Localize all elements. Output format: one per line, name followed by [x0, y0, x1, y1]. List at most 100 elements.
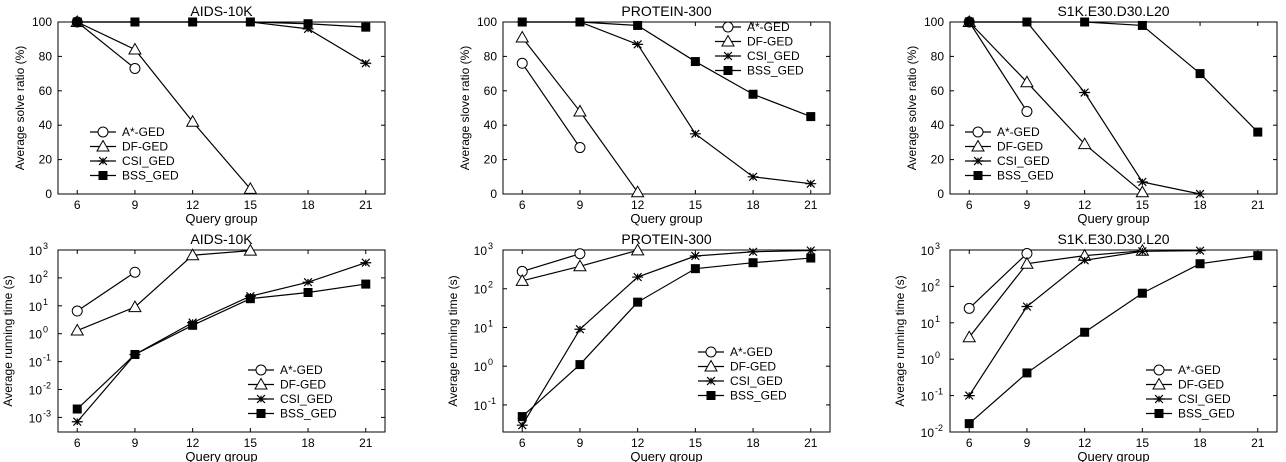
legend-label: CSI_GED [730, 374, 783, 388]
y-tick-exponent: 1 [43, 297, 48, 307]
square-marker [1154, 409, 1164, 418]
asterisk-marker [1194, 246, 1206, 255]
asterisk-marker [632, 40, 644, 49]
x-tick-label: 9 [577, 198, 584, 212]
square-marker [1253, 251, 1263, 261]
square-marker [748, 258, 758, 268]
triangle-marker [1135, 185, 1150, 198]
triangle-marker [254, 377, 268, 390]
asterisk-marker [747, 172, 759, 182]
y-tick-label: 10 [921, 280, 935, 294]
circle-marker [972, 126, 984, 138]
triangle-marker [962, 330, 977, 343]
y-tick-exponent: 1 [935, 314, 940, 324]
plot-frame [502, 249, 831, 433]
legend-label: DF-GED [1178, 378, 1224, 392]
circle-marker [705, 346, 717, 358]
triangle-marker [721, 34, 735, 47]
series-aged [963, 248, 1033, 314]
y-tick-label: 0 [45, 187, 52, 201]
series-aged [516, 248, 586, 277]
y-tick-exponent: -1 [43, 353, 51, 363]
circle-marker [129, 266, 141, 278]
y-tick-exponent: 0 [935, 350, 940, 360]
y-tick-label: 100 [32, 15, 52, 29]
x-tick-label: 12 [1078, 198, 1092, 212]
y-tick-label: 80 [931, 49, 945, 63]
x-axis-label: Query group [185, 449, 257, 462]
square-marker [188, 320, 198, 330]
triangle-marker [630, 243, 645, 256]
series-csiged [516, 246, 817, 430]
square-marker [723, 66, 733, 75]
asterisk-marker [97, 156, 109, 166]
legend-label: BSS_GED [997, 169, 1054, 183]
series-line [522, 21, 811, 118]
square-marker [303, 287, 313, 297]
series-line [76, 21, 251, 190]
triangle-marker [128, 42, 142, 55]
x-tick-label: 6 [519, 198, 526, 212]
square-marker [72, 17, 82, 27]
y-axis-label: Average solve ratio (%) [905, 46, 919, 171]
x-tick-label: 18 [746, 198, 760, 212]
x-tick-label: 21 [359, 198, 373, 212]
y-tick-exponent: 2 [43, 269, 48, 279]
triangle-marker [185, 248, 200, 261]
triangle-marker [1077, 137, 1092, 150]
square-marker [1195, 69, 1205, 79]
asterisk-marker [1079, 88, 1091, 97]
y-tick-label: 10 [474, 244, 488, 258]
x-tick-label: 18 [1193, 436, 1207, 450]
x-tick-label: 12 [186, 436, 200, 450]
legend-label: BSS_GED [747, 64, 804, 78]
series-aged [963, 16, 1033, 117]
x-tick-label: 12 [1078, 436, 1092, 450]
chart-panel-3: S1K.E30.D30.L20 6 9 12 15 18 21 0 20 40 60 80 100 Que… [905, 3, 1278, 226]
plot-frame [949, 249, 1278, 433]
circle-marker [574, 248, 586, 260]
series-dfged [962, 243, 1150, 343]
series-line [77, 21, 366, 28]
y-tick-label: 10 [474, 283, 488, 297]
square-marker [748, 89, 758, 99]
series-dfged [515, 243, 645, 286]
x-tick-label: 12 [631, 436, 645, 450]
series-aged [71, 266, 141, 317]
square-marker [575, 17, 585, 27]
asterisk-marker [722, 51, 734, 61]
chart-title: S1K.E30.D30.L20 [1057, 3, 1169, 19]
series-bssged [964, 251, 1263, 429]
triangle-marker [630, 185, 645, 198]
triangle-marker [573, 104, 587, 117]
x-axis-label: Query group [1077, 449, 1149, 462]
x-tick-label: 9 [1024, 436, 1031, 450]
series-line [968, 253, 1028, 309]
square-marker [964, 419, 974, 429]
triangle-marker [70, 323, 85, 336]
y-tick-label: 10 [474, 321, 488, 335]
y-tick-exponent: 3 [43, 241, 48, 251]
series-line [521, 249, 811, 426]
asterisk-marker [1153, 394, 1165, 404]
y-tick-label: 10 [29, 300, 43, 314]
square-marker [706, 391, 716, 400]
x-axis-label: Query group [630, 449, 702, 462]
series-line [521, 257, 811, 418]
y-tick-label: 80 [484, 49, 498, 63]
x-tick-label: 9 [577, 436, 584, 450]
y-tick-label: 60 [931, 84, 945, 98]
chart-title: PROTEIN-300 [621, 3, 711, 19]
asterisk-marker [747, 247, 759, 257]
triangle-marker [573, 259, 587, 272]
square-marker [806, 112, 816, 122]
circle-marker [255, 364, 267, 376]
series-line [521, 62, 581, 148]
asterisk-marker [805, 179, 817, 188]
triangle-marker [243, 181, 258, 194]
chart-panel-1: AIDS-10K 6 9 12 15 18 21 0 20 40 60 80 100 Query grou… [13, 3, 386, 226]
square-marker [1022, 17, 1032, 27]
asterisk-marker [302, 277, 314, 287]
square-marker [517, 17, 527, 27]
x-tick-label: 12 [631, 198, 645, 212]
